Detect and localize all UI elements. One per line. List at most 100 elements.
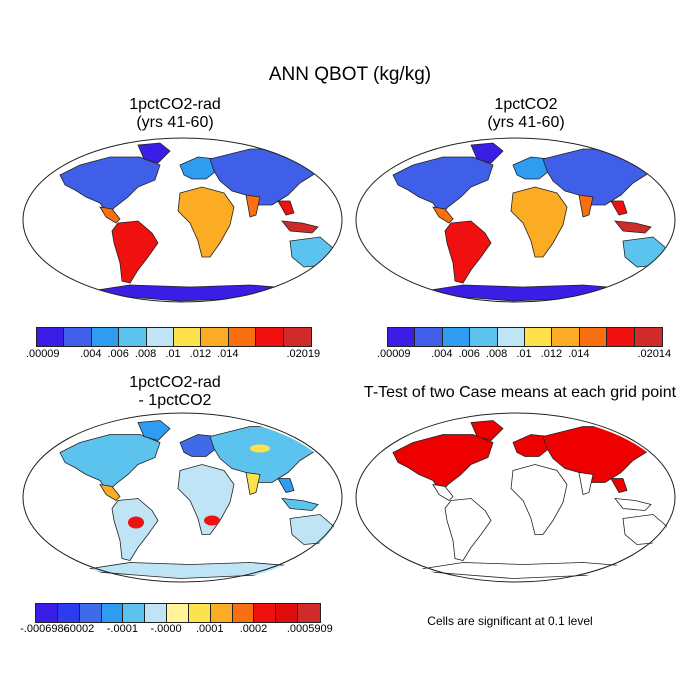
antarctica-region [410,562,654,579]
colorbar-tick-label: .014 [217,348,239,360]
map-boundary [22,137,343,303]
diff-hotspot-amazon [128,516,144,529]
colorbar-swatch [524,328,553,346]
colorbar-swatch [173,328,202,346]
colorbar-tick-label: -.0002 [63,623,95,635]
south-america-region [111,498,159,561]
se-asia-region [610,478,628,493]
colorbar-tick-label: .0002 [239,623,268,635]
colorbar-tick-label: .014 [568,348,590,360]
colorbar-tick-label: .004 [80,348,102,360]
colorbar-swatch [276,604,299,622]
colorbar-swatch [91,328,120,346]
indonesia-region [614,220,652,234]
panel2-title-line2: (yrs 41-60) [487,114,565,131]
panel1-title-line1: 1pctCO2-rad [129,96,221,113]
colorbar-swatch [388,328,416,346]
colorbar-tick-label: .00009 [376,348,411,360]
antarctica-region [77,562,321,579]
greenland-region [470,420,504,441]
central-america-region [99,206,121,224]
colorbar-2 [387,327,663,347]
europe-region [179,156,217,180]
panel3-title-line1: 1pctCO2-rad [129,374,221,391]
south-america-region [444,498,492,561]
colorbar-1-ticks: .00009 .004 .006 .008 .01 .012 .014 .02019 [26,348,320,362]
colorbar-tick-label: -.0000 [150,623,182,635]
colorbar-swatch [298,604,320,622]
colorbar-2-ticks: .00009 .004 .006 .008 .01 .012 .014 .02014 [377,348,671,362]
colorbar-tick-label: .0001 [196,623,224,635]
antarctica-region [410,284,654,302]
panel4-title: T-Test of two Case means at each grid po… [350,384,690,402]
colorbar-tick-label: -.0006986 [20,623,70,635]
colorbar-tick-label: .01 [516,348,532,360]
colorbar-swatch [37,328,65,346]
central-america-region [432,483,454,502]
land-group [392,142,675,302]
colorbar-swatch [256,328,284,346]
colorbar-tick-label: .00009 [25,348,60,360]
north-america-region [392,434,494,494]
north-america-region [59,434,161,494]
map-panel-3 [22,412,343,583]
land-group [59,420,342,579]
australia-region [289,236,335,268]
colorbar-tick-label: .02019 [286,348,321,360]
colorbar-swatch [79,604,102,622]
colorbar-swatch [123,604,146,622]
greenland-region [137,420,171,441]
indonesia-region [281,498,319,511]
map-panel-2 [355,137,676,303]
colorbar-swatch [442,328,471,346]
colorbar-swatch [146,328,174,346]
colorbar-3-ticks: -.0006986 -.0002 -.0001 -.0000 .0001 .0002 .00… [20,623,333,637]
se-asia-region [610,200,628,216]
colorbar-swatch [579,328,608,346]
indonesia-region [281,220,319,234]
colorbar-swatch [607,328,635,346]
colorbar-swatch [188,604,211,622]
indonesia-region [614,498,652,511]
panel3-title-line2: - 1pctCO2 [138,392,212,409]
panel4-title-line1: T-Test of two Case means at each grid po… [363,384,677,401]
greenland-region [470,142,504,164]
colorbar-1 [36,327,312,347]
central-america-region [99,483,121,502]
colorbar-tick-label: .012 [189,348,212,360]
diff-hotspot-asia [250,444,270,453]
colorbar-3 [35,603,321,623]
colorbar-swatch [167,604,189,622]
map-panel-4 [355,412,676,583]
nz-region [335,268,342,281]
land-group [59,142,342,302]
australia-region [622,514,668,545]
north-america-region [59,156,161,216]
nz-region [335,545,342,558]
colorbar-tick-label: .006 [107,348,129,360]
europe-region [179,434,217,457]
colorbar-tick-label: .008 [134,348,157,360]
significance-note: Cells are significant at 0.1 level [427,614,593,628]
colorbar-swatch [201,328,229,346]
australia-region [289,514,335,545]
map-boundary [355,137,676,303]
antarctica-region [77,284,321,302]
panel1-title-line2: (yrs 41-60) [136,114,214,131]
india-region [245,194,261,218]
map-boundary [22,412,343,583]
colorbar-tick-label: .02014 [637,348,672,360]
europe-region [512,434,550,457]
colorbar-tick-label: .004 [431,348,453,360]
greenland-region [137,142,171,164]
colorbar-swatch [64,328,92,346]
panel2-title-line1: 1pctCO2 [494,96,558,113]
colorbar-swatch [470,328,498,346]
map-boundary [355,412,676,583]
africa-region [510,186,568,258]
colorbar-swatch [634,328,662,346]
panel3-title: 1pctCO2-rad - 1pctCO2 [25,374,325,410]
map-panel-1 [22,137,343,303]
colorbar-swatch [415,328,443,346]
colorbar-swatch [210,604,233,622]
